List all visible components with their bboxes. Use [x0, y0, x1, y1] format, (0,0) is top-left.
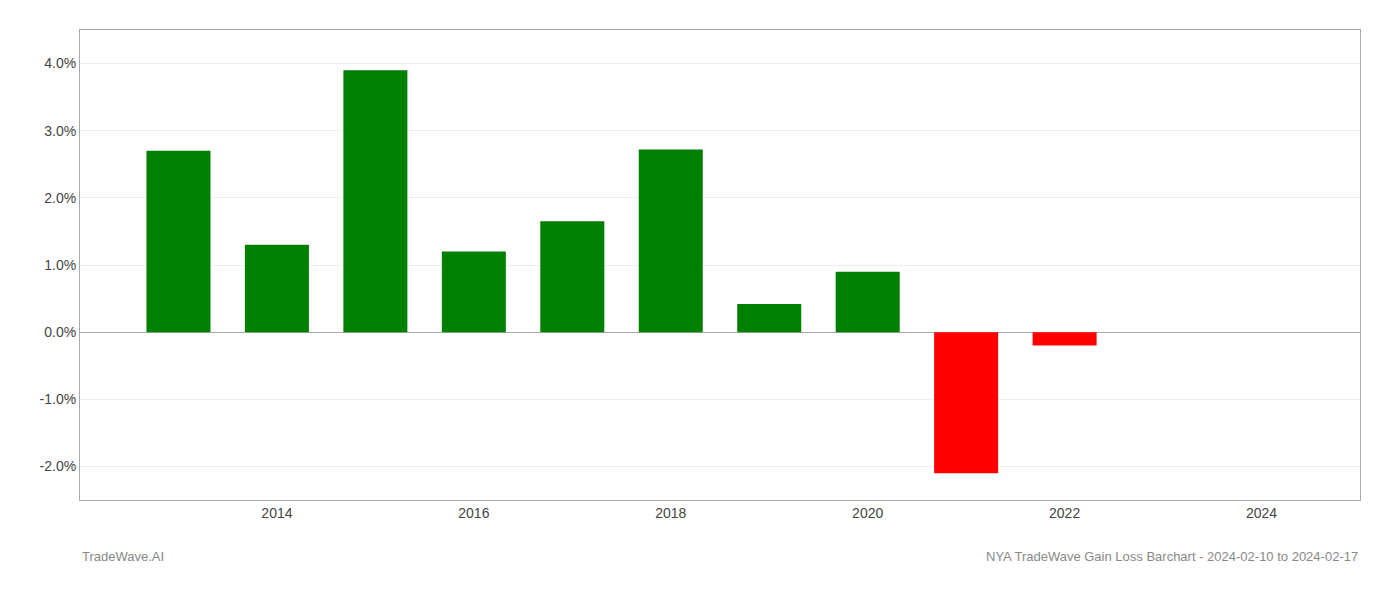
svg-text:3.0%: 3.0% — [44, 123, 76, 139]
svg-text:-2.0%: -2.0% — [40, 458, 77, 474]
svg-text:2016: 2016 — [458, 505, 489, 521]
svg-text:2024: 2024 — [1246, 505, 1277, 521]
svg-text:2018: 2018 — [655, 505, 686, 521]
svg-text:2022: 2022 — [1049, 505, 1080, 521]
svg-text:4.0%: 4.0% — [44, 55, 76, 71]
svg-text:NYA TradeWave Gain Loss Barcha: NYA TradeWave Gain Loss Barchart - 2024-… — [986, 549, 1358, 564]
svg-text:-1.0%: -1.0% — [40, 391, 77, 407]
svg-text:1.0%: 1.0% — [44, 257, 76, 273]
svg-text:TradeWave.AI: TradeWave.AI — [82, 549, 164, 564]
svg-text:2014: 2014 — [261, 505, 292, 521]
svg-text:0.0%: 0.0% — [44, 324, 76, 340]
svg-text:2020: 2020 — [852, 505, 883, 521]
svg-text:2.0%: 2.0% — [44, 190, 76, 206]
